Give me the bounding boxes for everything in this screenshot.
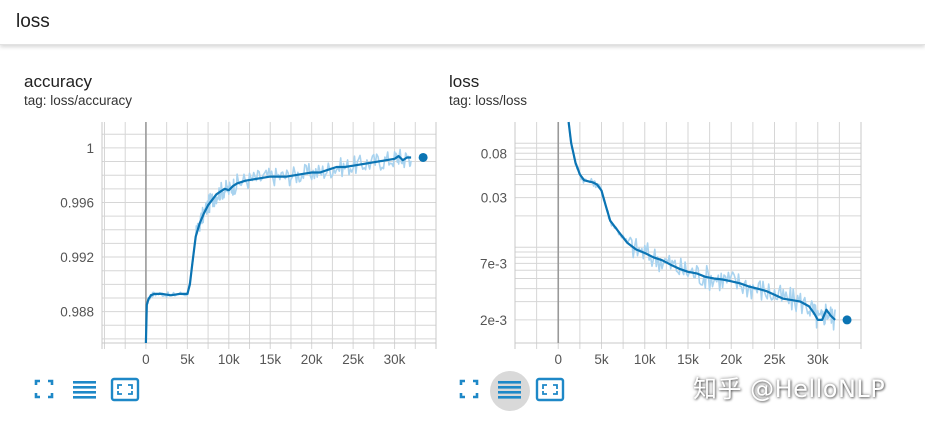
- smoothed-series-line: [567, 121, 836, 321]
- loss-chart[interactable]: 0 5k 10k 15k 20k 25k 30k 2e-3 7e-3 0.03 0.08: [449, 70, 889, 370]
- series-end-marker: [842, 315, 852, 325]
- smoothed-series-line: [144, 155, 412, 343]
- raw-series-line: [145, 148, 412, 341]
- x-tick-label: 15k: [259, 352, 281, 367]
- raw-series-line: [567, 122, 836, 331]
- series-group: [567, 121, 836, 331]
- fit-domain-icon[interactable]: [535, 376, 565, 404]
- fit-domain-icon[interactable]: [110, 376, 140, 404]
- y-tick-label: 0.03: [481, 191, 507, 206]
- x-tick-label: 15k: [677, 352, 699, 367]
- y-tick-label: 1: [86, 141, 94, 156]
- y-tick-label: 0.996: [60, 195, 94, 210]
- x-tick-label: 5k: [180, 352, 195, 367]
- y-tick-label: 7e-3: [480, 256, 507, 271]
- accuracy-chart[interactable]: 0 5k 10k 15k 20k 25k 30k 0.988 0.992 0.996 1: [24, 70, 464, 370]
- y-tick-label: 0.992: [60, 250, 94, 265]
- x-tick-label: 10k: [634, 352, 656, 367]
- x-tick-label: 30k: [807, 352, 829, 367]
- header-bar: loss: [0, 0, 925, 45]
- y-tick-label: 2e-3: [480, 313, 507, 328]
- chart-tag: tag: loss/loss: [449, 93, 528, 108]
- chart-card-loss: loss tag: loss/loss 0 5k 10k 15k 20k 25k 30k 2e…: [449, 70, 889, 424]
- x-tick-label: 0: [142, 352, 150, 367]
- page-title: loss: [16, 11, 50, 32]
- series-group: [144, 148, 412, 343]
- x-tick-label: 25k: [764, 352, 786, 367]
- x-tick-label: 20k: [720, 352, 742, 367]
- x-tick-label: 25k: [342, 352, 364, 367]
- chart-card-accuracy: accuracy tag: loss/accuracy 0 5k 10k 15k 20k…: [24, 70, 464, 424]
- series-end-marker: [418, 152, 428, 162]
- chart-tag: tag: loss/accuracy: [24, 93, 133, 108]
- chart-title: accuracy: [24, 72, 93, 91]
- x-tick-label: 5k: [594, 352, 609, 367]
- x-tick-label: 10k: [218, 352, 240, 367]
- watermark-text: 知乎 @HelloNLP: [693, 375, 886, 403]
- fullscreen-icon[interactable]: [455, 375, 483, 403]
- x-tick-label: 20k: [301, 352, 323, 367]
- y-tick-label: 0.08: [481, 146, 507, 161]
- y-tick-label: 0.988: [60, 305, 94, 320]
- list-icon[interactable]: [496, 376, 524, 404]
- list-icon[interactable]: [71, 376, 99, 404]
- fullscreen-icon[interactable]: [30, 375, 58, 403]
- x-tick-label: 0: [554, 352, 562, 367]
- chart-title: loss: [449, 72, 480, 91]
- x-tick-label: 30k: [384, 352, 406, 367]
